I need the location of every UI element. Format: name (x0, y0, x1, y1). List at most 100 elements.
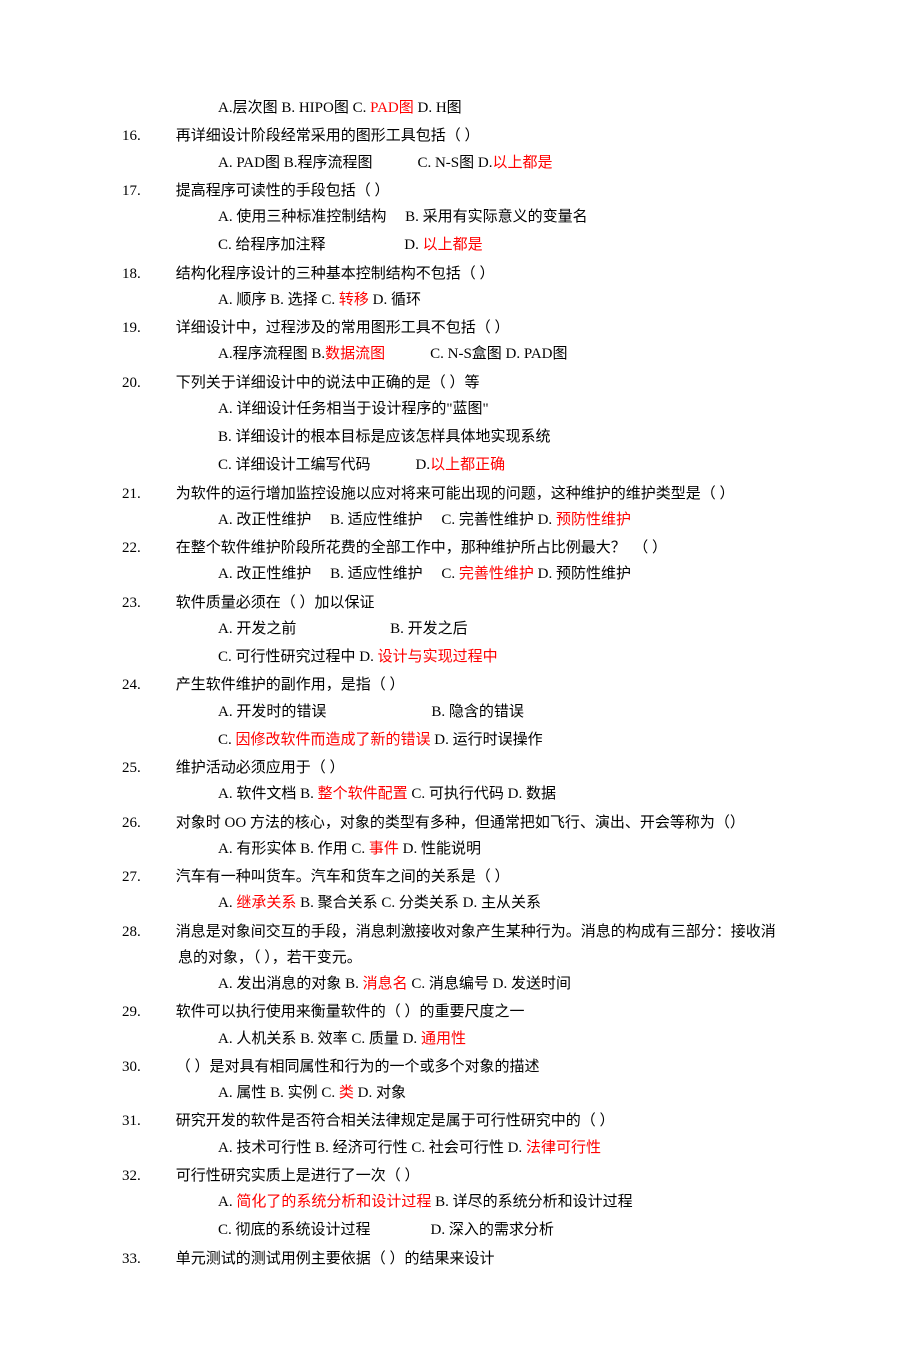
question-item: 19. 详细设计中，过程涉及的常用图形工具不包括（ ）A.程序流程图 B.数据流… (150, 315, 780, 368)
choice-post: D. 运行时误操作 (431, 732, 543, 748)
question-text: 29. 软件可以执行使用来衡量软件的（ ）的重要尺度之一 (178, 999, 780, 1025)
choice-pre: A. PAD图 B.程序流程图 C. N-S图 D. (218, 155, 492, 171)
choice-pre: C. 可行性研究过程中 D. (218, 649, 378, 665)
question-item: 18. 结构化程序设计的三种基本控制结构不包括（ ） A. 顺序 B. 选择 C.… (150, 261, 780, 314)
choice-post: D. 预防性维护 (534, 566, 631, 582)
question-item: 33. 单元测试的测试用例主要依据（ ）的结果来设计 (150, 1246, 780, 1272)
choice-post: D. 性能说明 (399, 841, 481, 857)
question-number: 20. (150, 370, 172, 396)
question-item: 21. 为软件的运行增加监控设施以应对将来可能出现的问题，这种维护的维护类型是（… (150, 481, 780, 534)
question-number: 25. (150, 755, 172, 781)
choice-pre: A. 改正性维护 B. 适应性维护 C. (218, 566, 459, 582)
choice-answer: 消息名 (363, 976, 408, 992)
choice-pre: C. 给程序加注释 D. (218, 237, 423, 253)
question-text: 22. 在整个软件维护阶段所花费的全部工作中，那种维护所占比例最大？ （ ） (178, 535, 780, 561)
choice-pre: A. 顺序 B. 选择 C. (218, 292, 339, 308)
choice-pre: A. 技术可行性 B. 经济可行性 C. 社会可行性 D. (218, 1140, 526, 1156)
choice-answer: 因修改软件而造成了新的错误 (236, 732, 431, 748)
choice-answer: PAD图 (370, 100, 414, 116)
choice-answer: 类 (339, 1085, 354, 1101)
choice-line: A. 技术可行性 B. 经济可行性 C. 社会可行性 D. 法律可行性 (218, 1135, 780, 1161)
question-text: 30. （ ）是对具有相同属性和行为的一个或多个对象的描述 (178, 1054, 780, 1080)
choice-line: A. 属性 B. 实例 C. 类 D. 对象 (218, 1080, 780, 1106)
question-number: 30. (150, 1054, 172, 1080)
question-number: 27. (150, 864, 172, 890)
question-item: 31. 研究开发的软件是否符合相关法律规定是属于可行性研究中的（ ）A. 技术可… (150, 1108, 780, 1161)
question-text: 26. 对象时 OO 方法的核心，对象的类型有多种，但通常把如飞行、演出、开会等… (178, 810, 780, 836)
question-text: 28. 消息是对象间交互的手段，消息刺激接收对象产生某种行为。消息的构成有三部分… (178, 919, 780, 972)
choice-answer: 以上都是 (492, 155, 552, 171)
choice-post: B. 聚合关系 C. 分类关系 D. 主从关系 (296, 895, 541, 911)
question-item: 29. 软件可以执行使用来衡量软件的（ ）的重要尺度之一A. 人机关系 B. 效… (150, 999, 780, 1052)
choice-pre: A. 详细设计任务相当于设计程序的"蓝图" (218, 401, 489, 417)
choice-post: D. 对象 (354, 1085, 406, 1101)
choice-line: A. 改正性维护 B. 适应性维护 C. 完善性维护 D. 预防性维护 (218, 561, 780, 587)
choice-post: B. 详尽的系统分析和设计过程 (431, 1194, 632, 1210)
choice-line: A. 开发时的错误 B. 隐含的错误 (218, 699, 780, 725)
question-number: 29. (150, 999, 172, 1025)
choice-answer: 设计与实现过程中 (378, 649, 498, 665)
choice-answer: 简化了的系统分析和设计过程 (236, 1194, 431, 1210)
question-item: 25. 维护活动必须应用于（ ）A. 软件文档 B. 整个软件配置 C. 可执行… (150, 755, 780, 808)
question-item: 30. （ ）是对具有相同属性和行为的一个或多个对象的描述A. 属性 B. 实例… (150, 1054, 780, 1107)
question-item: 23. 软件质量必须在（ ）加以保证A. 开发之前 B. 开发之后C. 可行性研… (150, 590, 780, 671)
choice-answer: 数据流图 (325, 346, 385, 362)
choice-pre: A. 开发时的错误 B. 隐含的错误 (218, 704, 524, 720)
question-text: 31. 研究开发的软件是否符合相关法律规定是属于可行性研究中的（ ） (178, 1108, 780, 1134)
choice-answer: 预防性维护 (556, 512, 631, 528)
choice-pre: B. 详细设计的根本目标是应该怎样具体地实现系统 (218, 429, 551, 445)
choice-line: A. 详细设计任务相当于设计程序的"蓝图" (218, 396, 780, 422)
question-text: 27. 汽车有一种叫货车。汽车和货车之间的关系是（ ） (178, 864, 780, 890)
question-text: 19. 详细设计中，过程涉及的常用图形工具不包括（ ） (178, 315, 780, 341)
question-text: 18. 结构化程序设计的三种基本控制结构不包括（ ） (178, 261, 780, 287)
question-item: 26. 对象时 OO 方法的核心，对象的类型有多种，但通常把如飞行、演出、开会等… (150, 810, 780, 863)
question-number: 31. (150, 1108, 172, 1134)
question-item: 20. 下列关于详细设计中的说法中正确的是（ ）等 A. 详细设计任务相当于设计程… (150, 370, 780, 479)
choice-post: C. N-S盒图 D. PAD图 (385, 346, 567, 362)
choice-line: A. 简化了的系统分析和设计过程 B. 详尽的系统分析和设计过程 (218, 1189, 780, 1215)
question-item: 17. 提高程序可读性的手段包括（ ）A. 使用三种标准控制结构 B. 采用有实… (150, 178, 780, 259)
choice-answer: 通用性 (421, 1031, 466, 1047)
question-text: 21. 为软件的运行增加监控设施以应对将来可能出现的问题，这种维护的维护类型是（… (178, 481, 780, 507)
choice-line: C. 因修改软件而造成了新的错误 D. 运行时误操作 (218, 727, 780, 753)
question-text: 17. 提高程序可读性的手段包括（ ） (178, 178, 780, 204)
choice-pre: A. 有形实体 B. 作用 C. (218, 841, 369, 857)
choice-pre: A. (218, 1194, 236, 1210)
choice-answer: 整个软件配置 (318, 786, 408, 802)
question-number: 32. (150, 1163, 172, 1189)
choice-pre: A. 开发之前 B. 开发之后 (218, 621, 468, 637)
question-number: 24. (150, 672, 172, 698)
choice-line: C. 彻底的系统设计过程 D. 深入的需求分析 (218, 1217, 780, 1243)
question-item: 24. 产生软件维护的副作用，是指（ ） A. 开发时的错误 B. 隐含的错误 C.… (150, 672, 780, 753)
pre-choice-line: A.层次图 B. HIPO图 C. PAD图 D. H图 (218, 95, 780, 121)
choice-line: C. 详细设计工编写代码 D.以上都正确 (218, 452, 780, 478)
question-text: 20. 下列关于详细设计中的说法中正确的是（ ）等 (178, 370, 780, 396)
question-number: 17. (150, 178, 172, 204)
choice-line: A. 继承关系 B. 聚合关系 C. 分类关系 D. 主从关系 (218, 890, 780, 916)
choice-line: A. 有形实体 B. 作用 C. 事件 D. 性能说明 (218, 836, 780, 862)
question-text: 16. 再详细设计阶段经常采用的图形工具包括（ ） (178, 123, 780, 149)
choice-line: A. 人机关系 B. 效率 C. 质量 D. 通用性 (218, 1026, 780, 1052)
choice-line: A. 改正性维护 B. 适应性维护 C. 完善性维护 D. 预防性维护 (218, 507, 780, 533)
question-item: 22. 在整个软件维护阶段所花费的全部工作中，那种维护所占比例最大？ （ ）A.… (150, 535, 780, 588)
question-item: 32. 可行性研究实质上是进行了一次（ ）A. 简化了的系统分析和设计过程 B.… (150, 1163, 780, 1244)
choice-answer: 事件 (369, 841, 399, 857)
choice-pre: A.层次图 B. HIPO图 C. (218, 100, 370, 116)
question-text: 24. 产生软件维护的副作用，是指（ ） (178, 672, 780, 698)
choice-pre: A. 发出消息的对象 B. (218, 976, 363, 992)
question-number: 18. (150, 261, 172, 287)
question-number: 23. (150, 590, 172, 616)
choice-line: C. 可行性研究过程中 D. 设计与实现过程中 (218, 644, 780, 670)
question-item: 28. 消息是对象间交互的手段，消息刺激接收对象产生某种行为。消息的构成有三部分… (150, 919, 780, 998)
choice-post: C. 消息编号 D. 发送时间 (408, 976, 571, 992)
choice-answer: 以上都正确 (430, 457, 505, 473)
choice-pre: C. 彻底的系统设计过程 D. 深入的需求分析 (218, 1222, 554, 1238)
question-number: 28. (150, 919, 172, 945)
question-number: 33. (150, 1246, 172, 1272)
question-number: 21. (150, 481, 172, 507)
choice-pre: A. (218, 895, 236, 911)
choice-answer: 完善性维护 (459, 566, 534, 582)
choice-pre: C. (218, 732, 236, 748)
question-text: 33. 单元测试的测试用例主要依据（ ）的结果来设计 (178, 1246, 780, 1272)
choice-line: A. 发出消息的对象 B. 消息名 C. 消息编号 D. 发送时间 (218, 971, 780, 997)
